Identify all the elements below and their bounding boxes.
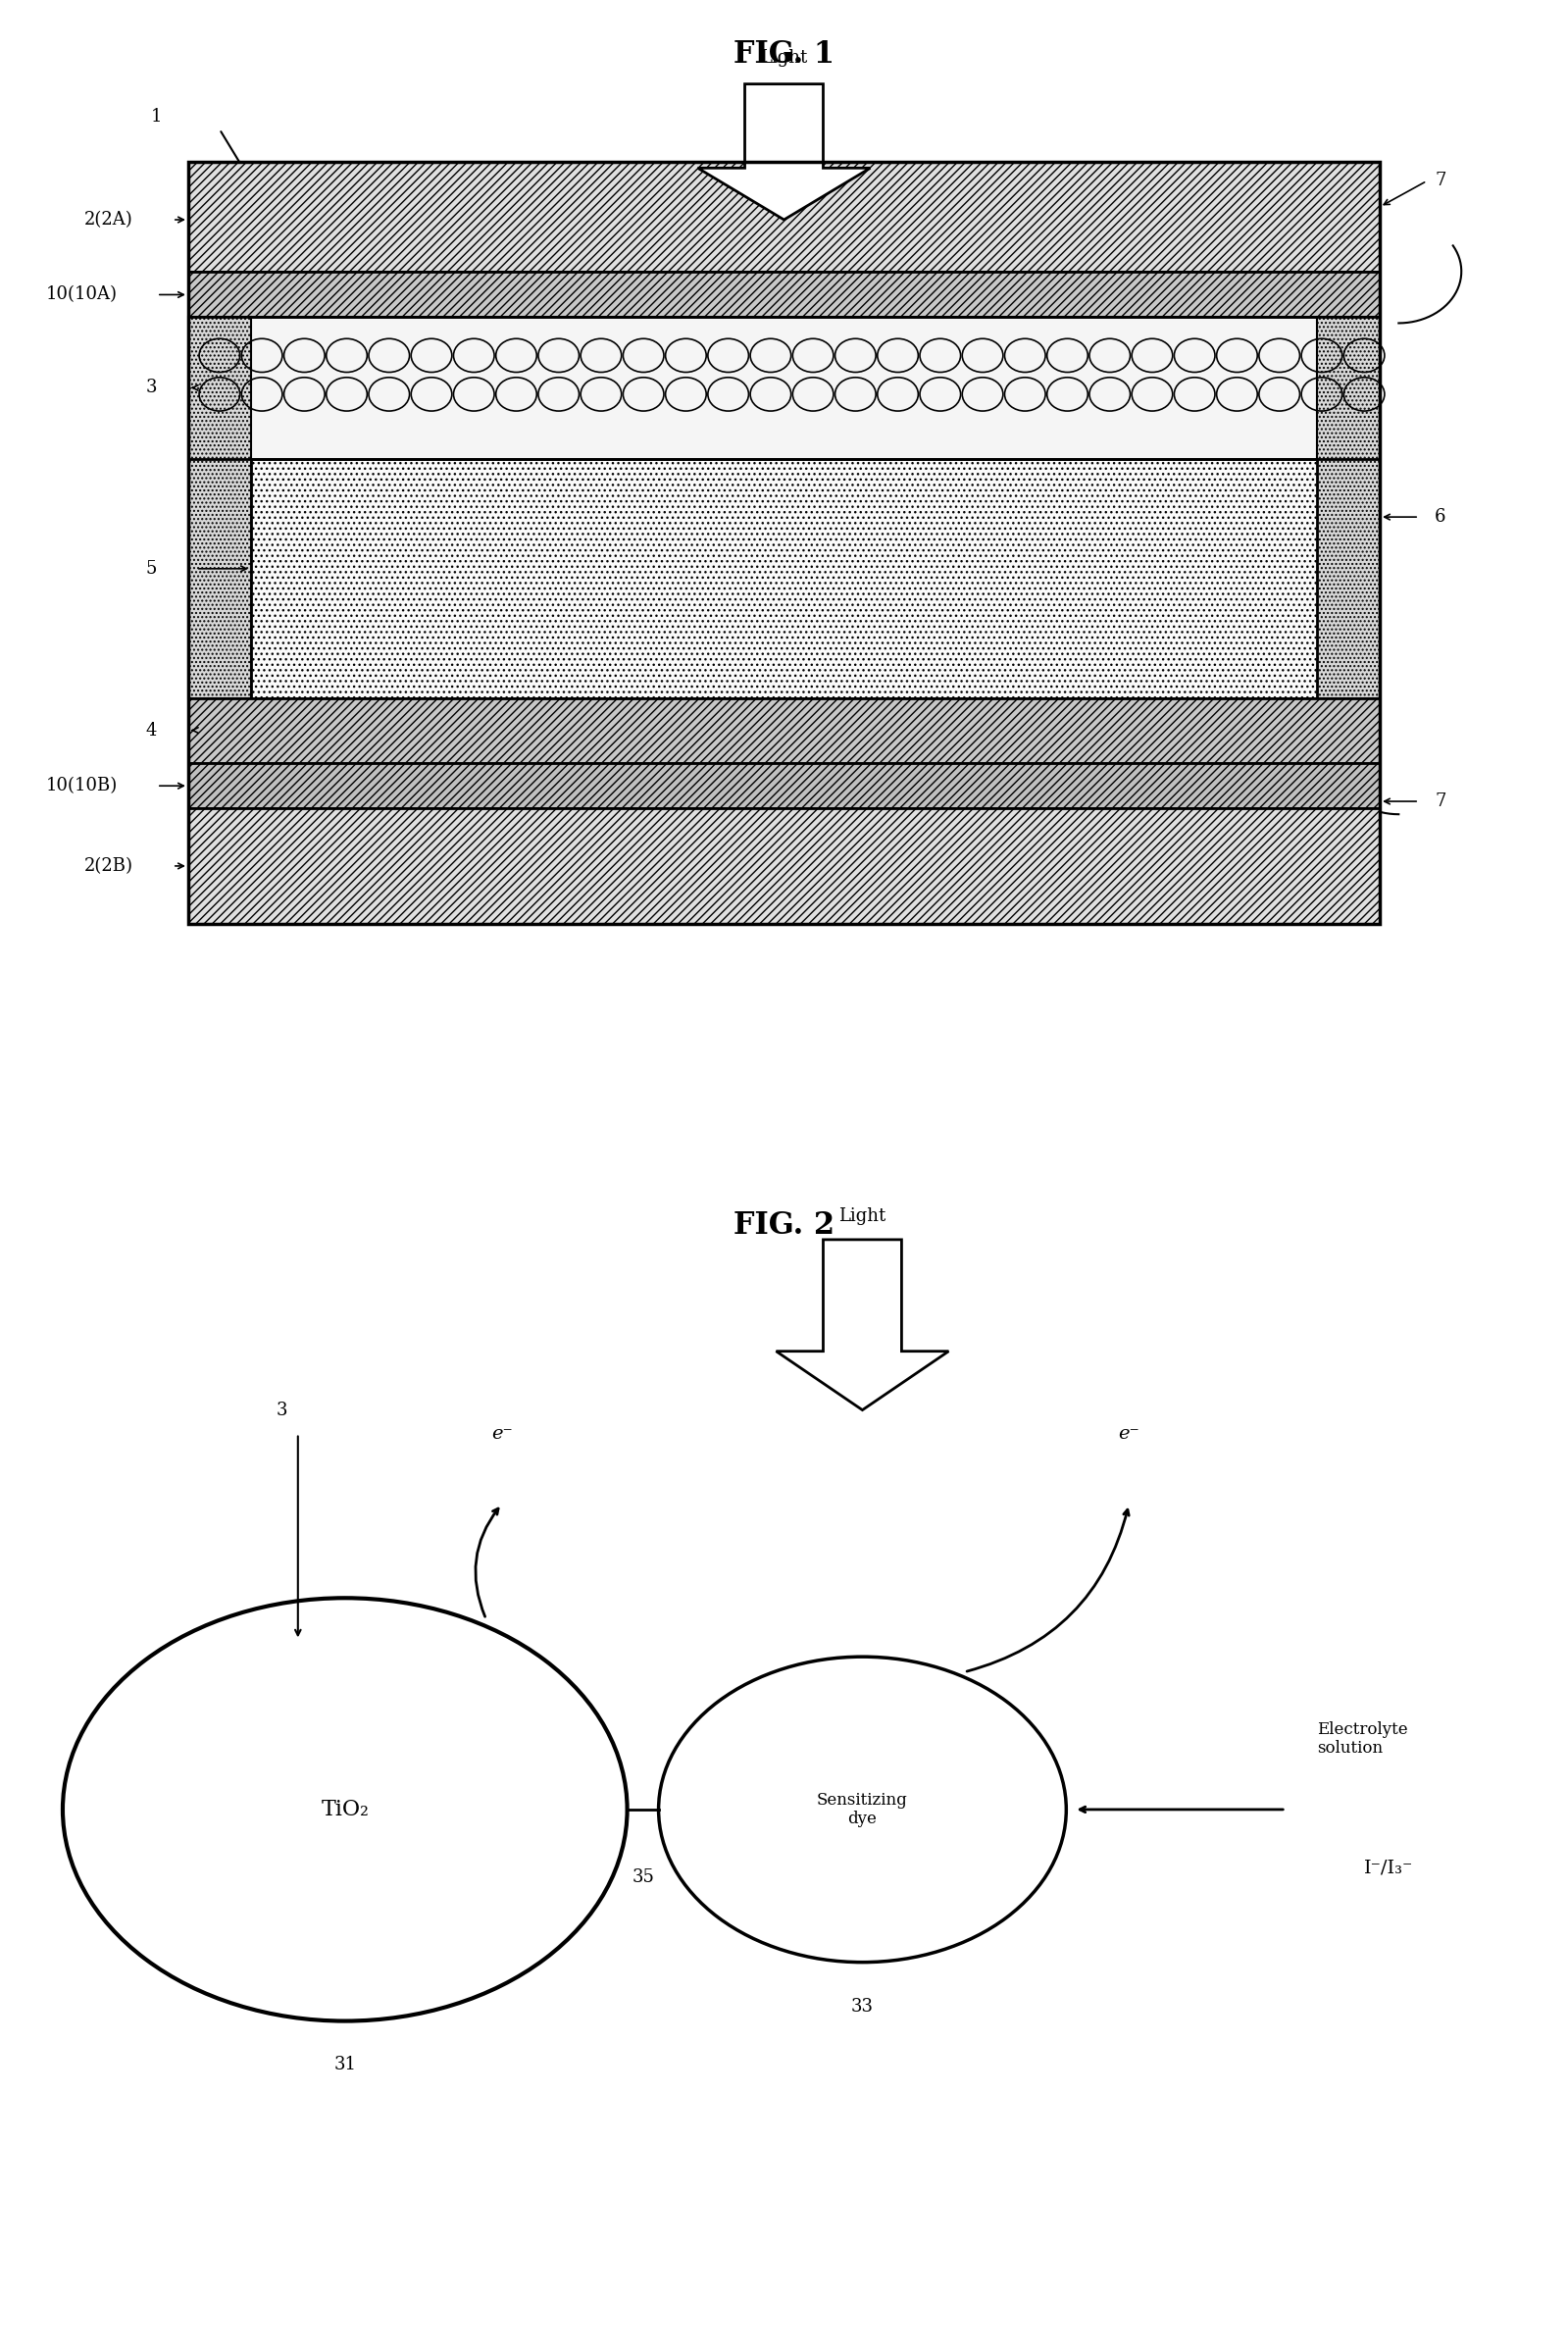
Text: 3: 3 [276,1401,289,1419]
Text: 2(2A): 2(2A) [85,211,133,228]
Text: Electrolyte
solution: Electrolyte solution [1317,1720,1408,1758]
Polygon shape [698,85,870,219]
Bar [188,317,251,698]
Text: 3: 3 [146,378,157,397]
Text: 2(2B): 2(2B) [85,858,133,874]
Text: e⁻: e⁻ [491,1424,513,1443]
Text: 33: 33 [851,1997,873,2016]
Bar [188,270,1380,317]
Text: Light: Light [760,49,808,68]
Bar [188,317,1380,458]
Text: 6: 6 [1435,508,1446,526]
Text: 10(10A): 10(10A) [45,287,118,303]
Text: 5: 5 [146,559,157,578]
Text: I⁻/I₃⁻: I⁻/I₃⁻ [1364,1859,1413,1878]
Text: 31: 31 [334,2056,356,2075]
Bar [188,698,1380,761]
Text: 1: 1 [151,108,163,125]
Bar [188,162,1380,273]
Bar [188,761,1380,808]
Text: 10(10B): 10(10B) [45,778,118,794]
Text: FIG. 2: FIG. 2 [734,1210,834,1241]
Text: Light: Light [839,1208,886,1224]
Text: TiO₂: TiO₂ [321,1798,368,1821]
Text: 7: 7 [1435,172,1446,190]
Text: 35: 35 [632,1868,654,1887]
Bar [188,317,1380,458]
Text: FIG. 1: FIG. 1 [734,40,834,68]
Bar [188,162,1380,924]
Bar [251,458,1317,698]
Polygon shape [776,1241,949,1410]
Text: Sensitizing
dye: Sensitizing dye [817,1791,908,1828]
Bar [1317,317,1380,698]
Text: e⁻: e⁻ [1118,1424,1140,1443]
Text: 7: 7 [1435,792,1446,811]
Text: 4: 4 [146,721,157,740]
Bar [188,808,1380,924]
